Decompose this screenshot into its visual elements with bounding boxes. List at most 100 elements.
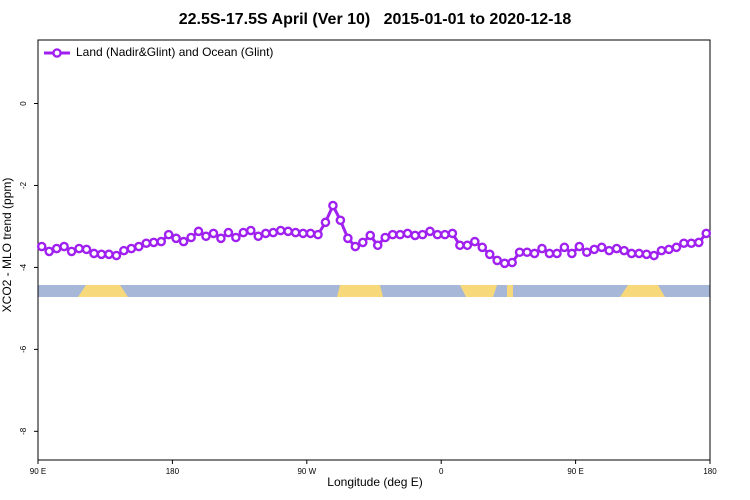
data-point [544,248,555,259]
data-point [432,229,443,240]
data-point [686,238,697,249]
data-point [74,243,84,254]
data-point [96,249,107,260]
data-point [290,227,301,238]
data-point [656,245,667,256]
data-point [104,249,114,260]
data-point [701,228,712,239]
data-point [260,228,271,239]
data-point [275,225,286,236]
data-point [395,229,405,240]
data-point [126,243,137,254]
data-point [36,241,47,252]
legend-marker [52,48,62,58]
data-point [51,243,62,254]
data-point [514,247,525,258]
x-tick-label: 180 [703,467,717,476]
y-tick-label: -4 [19,263,28,271]
data-point [499,258,510,269]
data-point [410,230,420,241]
data-point [111,250,122,261]
data-point [537,243,547,254]
data-point [223,227,234,238]
data-point [328,200,338,211]
x-tick-label: 90 E [567,467,583,476]
y-tick-label: -6 [19,345,28,353]
data-point [268,227,279,238]
data-point [89,248,99,259]
data-point [477,242,488,253]
data-point [298,228,308,239]
data-point [522,247,532,258]
x-tick-label: 180 [166,467,180,476]
data-point [447,228,458,239]
data-point [574,241,585,252]
data-point [596,242,607,253]
data-point [641,249,652,260]
data-point [589,244,600,255]
data-point [148,237,159,248]
data-point [141,238,152,249]
data-point [559,242,570,253]
data-point [402,228,413,239]
data-point [529,248,540,259]
data-point [171,233,181,244]
data-point [484,249,495,260]
land-patch [507,285,513,297]
data-point [679,238,689,249]
data-point [305,228,316,239]
data-point [66,246,77,257]
data-point [417,229,428,240]
legend-label: Land (Nadir&Glint) and Ocean (Glint) [76,45,273,59]
data-point [604,245,615,256]
plot-frame [37,39,711,461]
y-tick-label: 0 [19,101,28,106]
data-point [193,226,204,237]
x-axis-label: Longitude (deg E) [327,475,422,489]
data-point [253,231,264,242]
data-point [462,240,473,251]
land-patch [337,285,383,297]
data-point [365,230,376,241]
y-tick-label: -8 [19,427,28,435]
data-point [455,240,465,251]
data-point [186,232,196,243]
data-point [245,225,256,236]
data-point [133,241,144,252]
data-point [283,226,293,237]
x-tick-label: 90 W [297,467,316,476]
data-point [231,232,241,243]
data-point [552,248,562,259]
land-patch [78,285,128,297]
y-tick-label: -2 [19,181,28,189]
chart-title: 22.5S-17.5S April (Ver 10) 2015-01-01 to… [179,11,572,28]
data-point [664,244,674,255]
data-point [163,229,174,240]
data-point [59,241,69,252]
x-tick-label: 0 [439,467,444,476]
data-point [208,228,219,239]
data-point [156,236,166,247]
data-point [634,248,644,259]
data-point [507,257,517,268]
data-point [425,226,435,237]
data-point [440,229,450,240]
data-point [201,231,211,242]
data-point [387,229,398,240]
data-point [357,237,368,248]
data-point [81,244,92,255]
data-point [567,248,577,259]
data-point [694,237,704,248]
data-point [335,215,346,226]
land-ocean-mask [38,285,710,297]
data-point [611,243,622,254]
data-point [178,236,189,247]
data-point [671,242,682,253]
data-point [350,241,361,252]
data-point [380,232,391,243]
land-patch [620,285,665,297]
x-tick-label: 90 E [30,467,46,476]
data-point [44,246,55,257]
data-point [320,217,331,228]
